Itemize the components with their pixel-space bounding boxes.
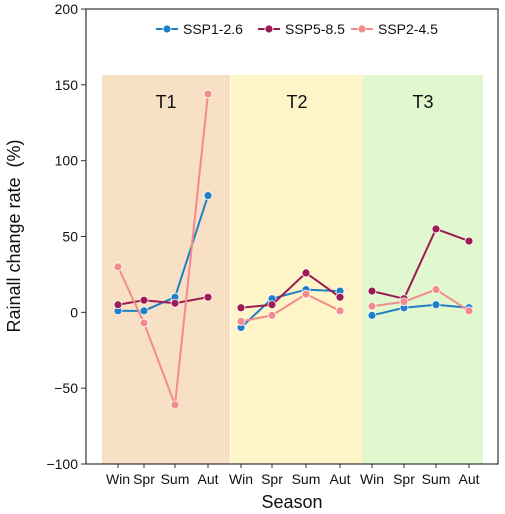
legend-label-ssp5-8-5: SSP5-8.5 [285, 21, 345, 37]
y-tick-label: −50 [54, 380, 78, 396]
x-tick-label-sum: Sum [422, 471, 451, 487]
x-tick-label-spr: Spr [261, 471, 283, 487]
x-tick-label-sum: Sum [161, 471, 190, 487]
panel-label-t1: T1 [155, 92, 176, 112]
panel-band-t1 [102, 75, 230, 464]
data-point-ssp2-4-5 [236, 317, 246, 326]
data-point-ssp5-8-5 [236, 303, 246, 313]
y-tick-label: −100 [46, 456, 78, 472]
data-point-ssp5-8-5 [139, 295, 149, 305]
data-point-ssp2-4-5 [113, 262, 123, 272]
data-point-ssp5-8-5 [113, 300, 123, 310]
series-lines [113, 89, 474, 410]
x-tick-label-spr: Spr [393, 471, 415, 487]
data-point-ssp5-8-5 [301, 268, 311, 278]
data-point-ssp2-4-5 [399, 297, 409, 307]
data-point-ssp5-8-5 [170, 298, 180, 308]
data-point-ssp2-4-5 [367, 301, 377, 311]
y-tick-label: 200 [55, 1, 79, 17]
y-tick-label: 150 [55, 77, 79, 93]
series-line-ssp2-4-5 [117, 93, 209, 406]
data-point-ssp5-8-5 [335, 292, 345, 302]
series-line-ssp1-2-6 [240, 288, 341, 329]
x-tick-label-aut: Aut [197, 471, 218, 487]
x-tick-label-win: Win [360, 471, 384, 487]
panel-label-t3: T3 [412, 92, 433, 112]
data-point-ssp2-4-5 [267, 310, 277, 320]
plot-frame [85, 8, 499, 465]
panel-band-t2 [231, 75, 363, 464]
panel-band-t3 [363, 75, 483, 464]
period-panels: T1 T2 T3 [102, 75, 483, 464]
y-tick-label: 0 [70, 304, 78, 320]
x-tick-label-win: Win [229, 471, 253, 487]
legend-label-ssp1-2-6: SSP1-2.6 [183, 21, 243, 37]
y-axis-title: Rainall change rate (%) [4, 139, 24, 332]
legend-label-ssp2-4-5: SSP2-4.5 [378, 21, 438, 37]
data-point-ssp5-8-5 [203, 292, 213, 302]
y-tick-label: 100 [55, 153, 79, 169]
data-point-ssp1-2-6 [431, 300, 441, 310]
data-point-ssp1-2-6 [203, 191, 213, 200]
panel-label-t2: T2 [286, 92, 307, 112]
data-point-ssp1-2-6 [139, 306, 149, 316]
legend-marker-ssp1-2-6 [162, 24, 172, 34]
x-tick-label-spr: Spr [133, 471, 155, 487]
series-line-ssp5-8-5 [371, 227, 470, 300]
legend: SSP1-2.6 SSP5-8.5 SSP2-4.5 [156, 21, 438, 37]
x-axis-title: Season [261, 492, 322, 512]
data-point-ssp2-4-5 [301, 289, 311, 299]
legend-marker-ssp2-4-5 [357, 24, 367, 34]
data-point-ssp2-4-5 [170, 400, 180, 410]
data-point-ssp2-4-5 [464, 306, 474, 316]
series-line-ssp5-8-5 [240, 271, 341, 309]
data-point-ssp2-4-5 [139, 318, 149, 328]
data-point-ssp2-4-5 [431, 285, 441, 294]
data-point-ssp1-2-6 [367, 310, 377, 320]
x-tick-label-sum: Sum [292, 471, 321, 487]
series-line-ssp2-4-5 [371, 288, 470, 312]
series-line-ssp1-2-6 [371, 303, 470, 317]
data-point-ssp5-8-5 [431, 224, 441, 234]
data-point-ssp5-8-5 [267, 300, 277, 310]
x-tick-label-aut: Aut [329, 471, 350, 487]
data-point-ssp2-4-5 [335, 306, 345, 316]
x-axis: Win Spr Sum Aut Win Spr Sum Aut Win Spr Sum Aut [106, 464, 480, 487]
data-point-ssp5-8-5 [464, 236, 474, 246]
data-point-ssp2-4-5 [203, 89, 213, 99]
legend-marker-ssp5-8-5 [264, 24, 274, 34]
x-tick-label-aut: Aut [458, 471, 479, 487]
y-tick-label: 50 [62, 229, 78, 245]
series-line-ssp2-4-5 [240, 292, 341, 323]
x-tick-label-win: Win [106, 471, 130, 487]
data-point-ssp5-8-5 [367, 286, 377, 296]
series-line-ssp5-8-5 [117, 296, 209, 306]
y-axis: −100 −50 0 50 100 150 200 [46, 1, 86, 472]
